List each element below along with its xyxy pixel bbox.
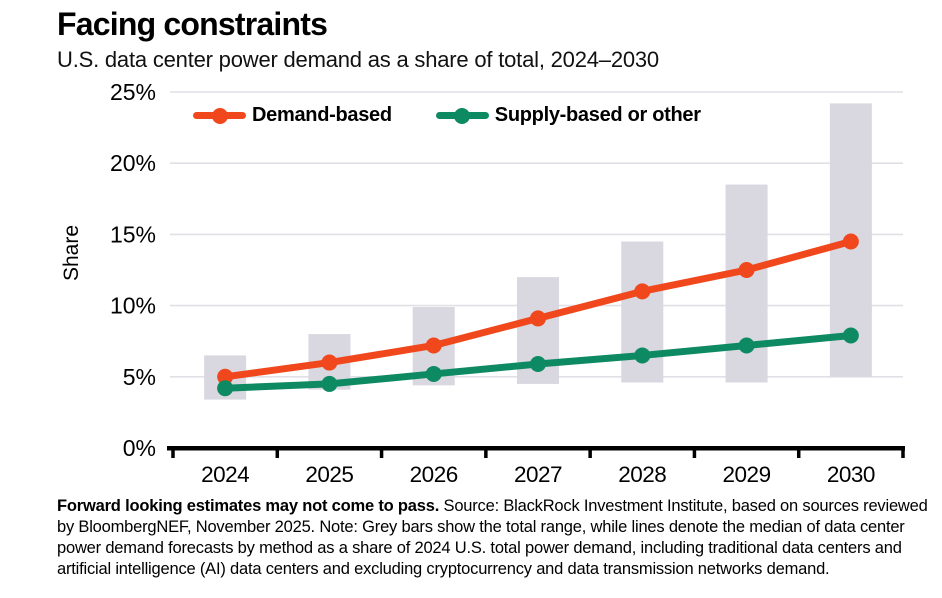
x-tick-label-2028: 2028	[618, 462, 666, 487]
point-demand-2029	[738, 262, 755, 278]
x-axis-tick	[588, 450, 592, 458]
point-demand-2025	[321, 354, 338, 371]
x-axis-tick	[796, 450, 801, 458]
x-axis-tick	[901, 450, 905, 458]
chart-subtitle: U.S. data center power demand as a share…	[57, 47, 659, 72]
y-axis-title: Share	[60, 225, 83, 281]
y-tick-label-15: 15%	[110, 221, 156, 247]
point-demand-2024	[217, 368, 234, 385]
y-tick-label-10: 10%	[110, 293, 156, 319]
x-axis-tick	[484, 450, 488, 458]
x-axis-tick	[692, 450, 697, 458]
legend-label-supply: Supply-based or other	[494, 104, 701, 126]
y-tick-label-5: 5%	[123, 364, 156, 390]
x-tick-label-2026: 2026	[410, 462, 458, 487]
x-tick-label-2029: 2029	[723, 462, 771, 487]
point-supply-2030	[842, 327, 859, 344]
page-title: Facing constraints	[57, 6, 328, 42]
supply-series-marker-icon	[435, 107, 489, 124]
legend-item-demand[interactable]: Demand-based	[193, 104, 392, 127]
point-supply-2029	[738, 337, 755, 354]
point-supply-2024	[217, 380, 234, 397]
footnote-source-text: Source: BlackRock Investment Institute, …	[57, 497, 928, 579]
point-supply-2027	[530, 355, 546, 372]
point-supply-2028	[634, 347, 651, 364]
legend-label-demand: Demand-based	[252, 104, 392, 126]
x-tick-label-2030: 2030	[827, 462, 875, 487]
x-axis-tick	[379, 450, 384, 458]
legend-item-supply[interactable]: Supply-based or other	[435, 104, 701, 127]
y-tick-label-0: 0%	[123, 435, 156, 461]
x-axis-tick	[171, 450, 175, 458]
x-tick-label-2025: 2025	[305, 462, 353, 487]
y-tick-label-25: 25%	[110, 79, 156, 105]
point-demand-2027	[530, 310, 546, 327]
point-demand-2028	[634, 283, 651, 300]
demand-series-marker-icon	[193, 107, 246, 124]
chart-legend: Demand-based Supply-based or other	[193, 104, 701, 127]
x-tick-label-2024: 2024	[201, 462, 249, 487]
chart-footnote: Forward looking estimates may not come t…	[57, 496, 939, 580]
x-tick-label-2027: 2027	[514, 462, 562, 487]
point-demand-2030	[842, 233, 859, 250]
footnote-disclaimer: Forward looking estimates may not come t…	[57, 497, 440, 515]
point-supply-2025	[321, 375, 338, 392]
x-axis-line	[167, 446, 905, 451]
x-axis-tick	[275, 450, 280, 458]
point-supply-2026	[425, 365, 442, 382]
y-tick-label-20: 20%	[110, 150, 156, 176]
point-demand-2026	[425, 337, 442, 354]
